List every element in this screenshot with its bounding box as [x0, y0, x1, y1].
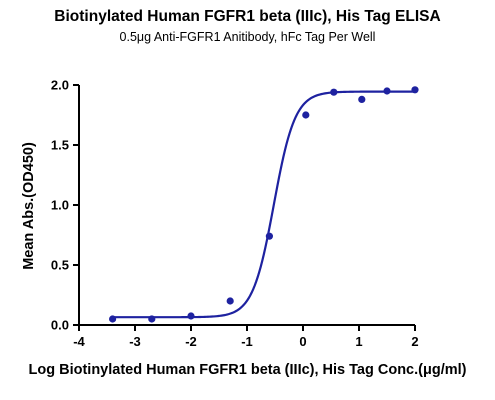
chart-title: Biotinylated Human FGFR1 beta (IIIc), Hi…: [54, 8, 441, 25]
x-tick-label: -3: [129, 334, 141, 349]
data-point: [187, 312, 195, 320]
axes: [78, 85, 415, 326]
x-tick-label: -1: [241, 334, 253, 349]
y-axis-label: Mean Abs.(OD450): [21, 142, 37, 270]
data-point: [383, 87, 391, 95]
fit-curve: [112, 90, 415, 319]
x-axis-label: Log Biotinylated Human FGFR1 beta (IIIc)…: [28, 362, 467, 378]
data-point: [358, 95, 366, 103]
y-tick-label: 1.0: [51, 198, 69, 213]
data-point: [302, 111, 310, 119]
x-tick-label: 2: [411, 334, 418, 349]
data-point: [148, 315, 156, 323]
x-tick-label: 1: [355, 334, 362, 349]
data-point: [265, 232, 273, 240]
y-tick-label: 0.0: [51, 318, 69, 333]
y-tick-label: 1.5: [51, 138, 69, 153]
x-tick-label: 0: [299, 334, 306, 349]
x-tick-label: -4: [73, 334, 85, 349]
ticks: -4 -3 -2 -1 0 1 2 0.0 0.5 1.0 1.5 2.0: [51, 78, 419, 350]
y-tick-label: 0.5: [51, 258, 69, 273]
y-tick-label: 2.0: [51, 78, 69, 93]
data-point: [226, 297, 234, 305]
data-point: [411, 86, 419, 94]
x-tick-label: -2: [185, 334, 197, 349]
data-point: [330, 88, 338, 96]
data-point: [109, 315, 117, 323]
chart-subtitle: 0.5μg Anti-FGFR1 Anitibody, hFc Tag Per …: [119, 30, 376, 44]
data-points: [109, 86, 419, 323]
